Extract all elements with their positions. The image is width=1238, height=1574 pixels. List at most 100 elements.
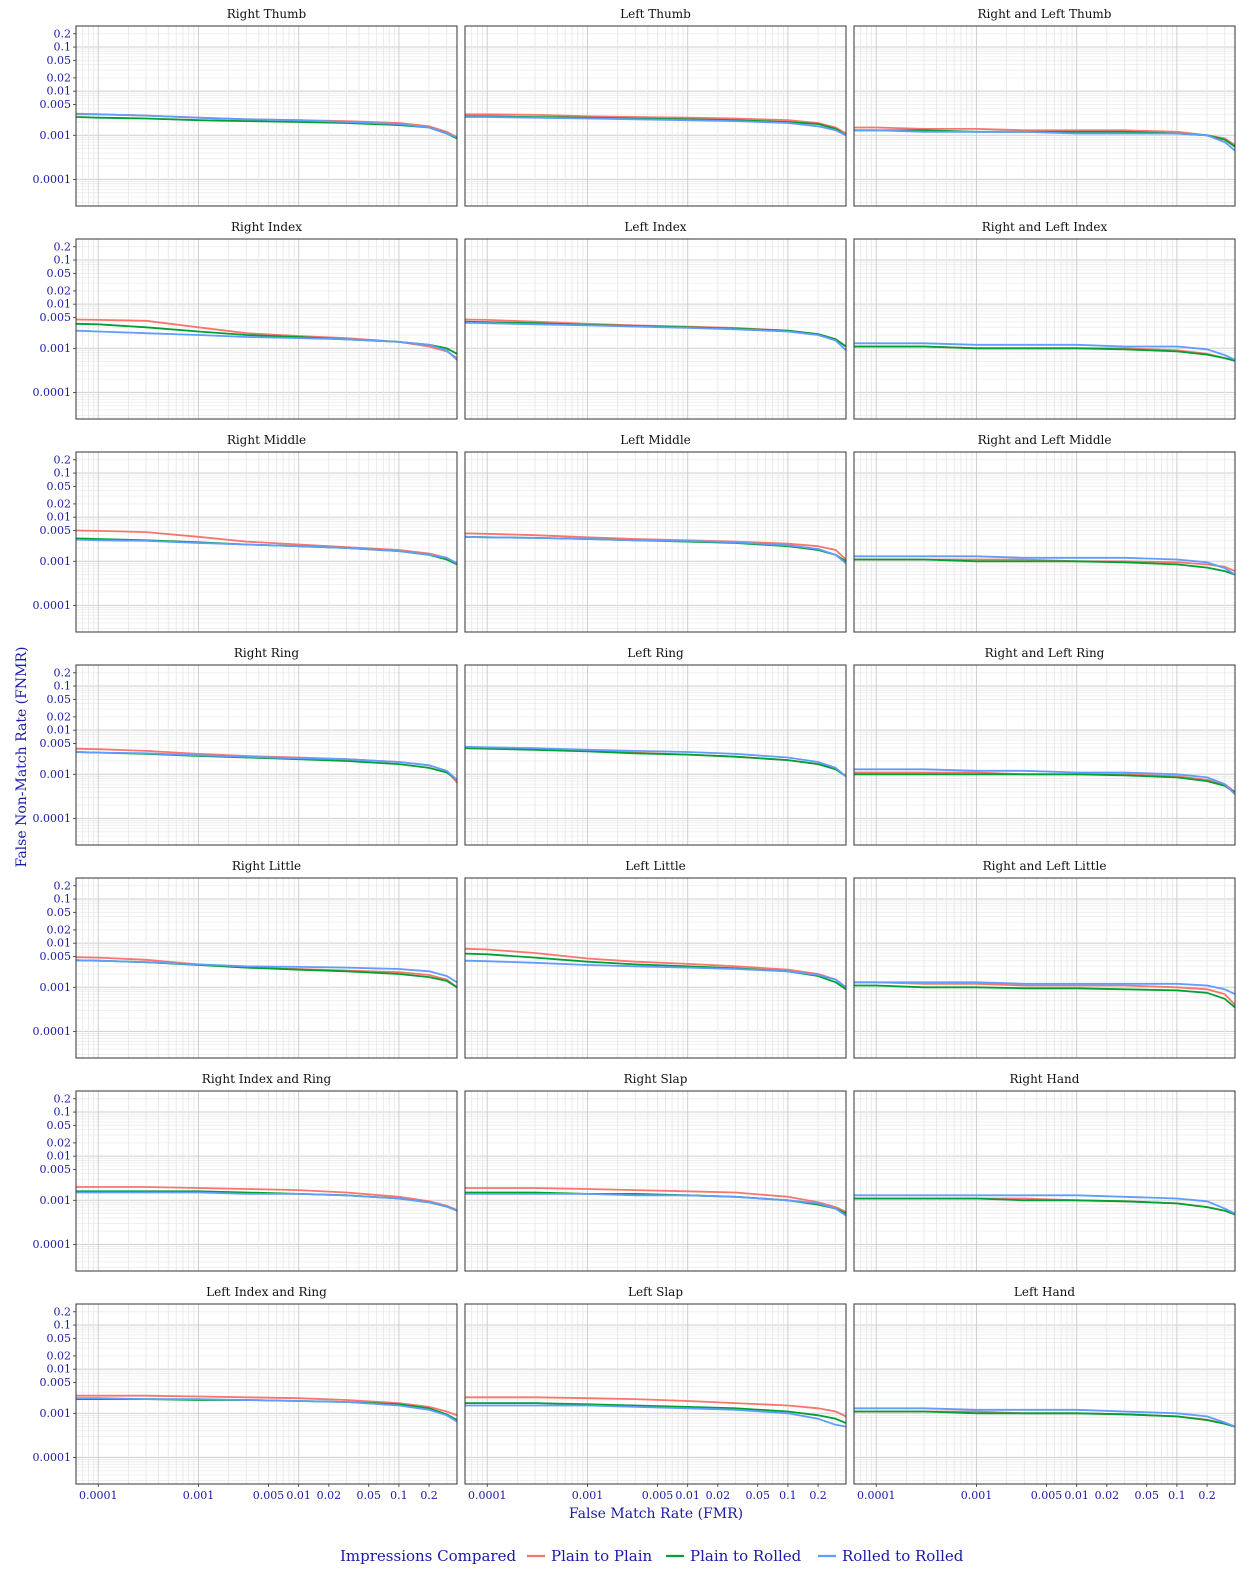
y-tick-label: 0.001 (40, 768, 72, 781)
y-tick-label: 0.2 (54, 879, 72, 892)
x-tick-label: 0.05 (356, 1489, 381, 1502)
y-tick-label: 0.001 (40, 1194, 72, 1207)
panel-background (854, 665, 1235, 845)
series-line-plain-to-plain (465, 1396, 847, 1418)
series-line-rolled-to-rolled (75, 329, 458, 361)
y-tick-label: 0.05 (47, 906, 72, 919)
x-tick-label: 0.001 (961, 1489, 993, 1502)
series-line-plain-to-rolled (854, 558, 1236, 576)
y-tick-label: 0.005 (40, 1376, 72, 1389)
panel-right-hand: Right Hand (853, 1072, 1236, 1272)
x-tick-label: 0.1 (779, 1489, 797, 1502)
x-tick-label: 0.1 (390, 1489, 408, 1502)
panel-title: Right Little (232, 859, 301, 873)
x-tick-label: 0.01 (286, 1489, 311, 1502)
panel-background (76, 665, 457, 845)
series-line-plain-to-rolled (854, 345, 1236, 362)
panels-group: Right Thumb Left Thumb Right and Left Thum… (75, 7, 1236, 1485)
panel-border (464, 238, 847, 420)
panel-border (853, 1090, 1236, 1272)
axes-group: 0.00010.0010.0050.010.020.050.10.20.0001… (33, 27, 1216, 1502)
series-line-plain-to-plain (75, 529, 458, 565)
panel-title: Right and Left Middle (978, 433, 1112, 447)
series-line-rolled-to-rolled (76, 1191, 458, 1212)
panel-title: Left Thumb (620, 7, 691, 21)
legend-label: Plain to Rolled (690, 1547, 802, 1565)
series-line-rolled-to-rolled (75, 538, 458, 565)
panel-title: Left Hand (1014, 1285, 1075, 1299)
x-tick-label: 0.001 (183, 1489, 215, 1502)
panel-border (853, 664, 1236, 846)
panel-border (75, 877, 458, 1059)
x-tick-label: 0.01 (1064, 1489, 1089, 1502)
x-tick-label: 0.001 (572, 1489, 604, 1502)
y-tick-label: 0.01 (47, 937, 72, 950)
y-tick-label: 0.005 (40, 98, 72, 111)
series-line-plain-to-plain (76, 1186, 458, 1211)
panel-border (75, 1090, 458, 1272)
y-tick-label: 0.0001 (33, 173, 72, 186)
panel-border (853, 238, 1236, 420)
panel-border (75, 25, 458, 207)
panel-background (465, 1091, 846, 1271)
series-line-rolled-to-rolled (75, 751, 458, 781)
series-line-rolled-to-rolled (465, 1193, 847, 1217)
panel-right-middle: Right Middle (75, 433, 458, 633)
series-line-plain-to-rolled (464, 747, 847, 778)
legend: Impressions Compared Plain to Plain Plain … (340, 1547, 964, 1565)
panel-right-and-left-index: Right and Left Index (853, 220, 1236, 420)
y-tick-label: 0.01 (47, 724, 72, 737)
series-line-rolled-to-rolled (465, 1404, 847, 1428)
x-tick-label: 0.0001 (468, 1489, 507, 1502)
panel-border (75, 451, 458, 633)
panel-background (854, 239, 1235, 419)
series-line-rolled-to-rolled (854, 129, 1236, 152)
panel-right-and-left-ring: Right and Left Ring (853, 646, 1236, 846)
series-line-plain-to-rolled (854, 1197, 1236, 1216)
x-tick-label: 0.02 (317, 1489, 342, 1502)
panel-border (464, 25, 847, 207)
x-tick-label: 0.02 (1095, 1489, 1120, 1502)
legend-title: Impressions Compared (340, 1547, 516, 1565)
y-tick-label: 0.001 (40, 1407, 72, 1420)
panel-right-index: Right Index (75, 220, 458, 420)
x-tick-label: 0.2 (1198, 1489, 1216, 1502)
panel-title: Left Little (625, 859, 686, 873)
legend-label: Plain to Plain (551, 1547, 653, 1565)
x-axis-title: False Match Rate (FMR) (569, 1506, 743, 1522)
panel-title: Right and Left Index (982, 220, 1108, 234)
series-line-plain-to-rolled (465, 1402, 847, 1424)
panel-right-and-left-thumb: Right and Left Thumb (853, 7, 1236, 207)
panel-left-middle: Left Middle (464, 433, 847, 633)
y-tick-label: 0.02 (47, 923, 72, 936)
panel-right-and-left-little: Right and Left Little (853, 859, 1236, 1059)
y-tick-label: 0.0001 (33, 386, 72, 399)
y-tick-label: 0.2 (54, 240, 72, 253)
panel-left-hand: Left Hand (853, 1285, 1236, 1485)
y-tick-label: 0.2 (54, 1305, 72, 1318)
y-tick-label: 0.2 (54, 27, 72, 40)
panel-border (464, 1090, 847, 1272)
series-line-rolled-to-rolled (464, 959, 847, 989)
x-tick-label: 0.005 (642, 1489, 674, 1502)
panel-title: Right Index (231, 220, 302, 234)
panel-left-slap: Left Slap (464, 1285, 847, 1485)
panel-title: Left Middle (620, 433, 691, 447)
series-line-rolled-to-rolled (854, 1194, 1236, 1215)
y-tick-label: 0.01 (47, 85, 72, 98)
series-line-plain-to-rolled (854, 1410, 1236, 1428)
panel-border (853, 1303, 1236, 1485)
panel-border (75, 664, 458, 846)
series-line-plain-to-rolled (464, 952, 847, 991)
panel-background (465, 239, 846, 419)
y-tick-label: 0.001 (40, 981, 72, 994)
panel-background (465, 665, 846, 845)
y-tick-label: 0.0001 (33, 1451, 72, 1464)
panel-border (464, 1303, 847, 1485)
x-tick-label: 0.02 (706, 1489, 731, 1502)
panel-background (465, 452, 846, 632)
y-tick-label: 0.1 (54, 254, 72, 267)
series-line-plain-to-plain (76, 1394, 458, 1417)
x-tick-label: 0.05 (745, 1489, 770, 1502)
panel-right-index-and-ring: Right Index and Ring (75, 1072, 458, 1272)
